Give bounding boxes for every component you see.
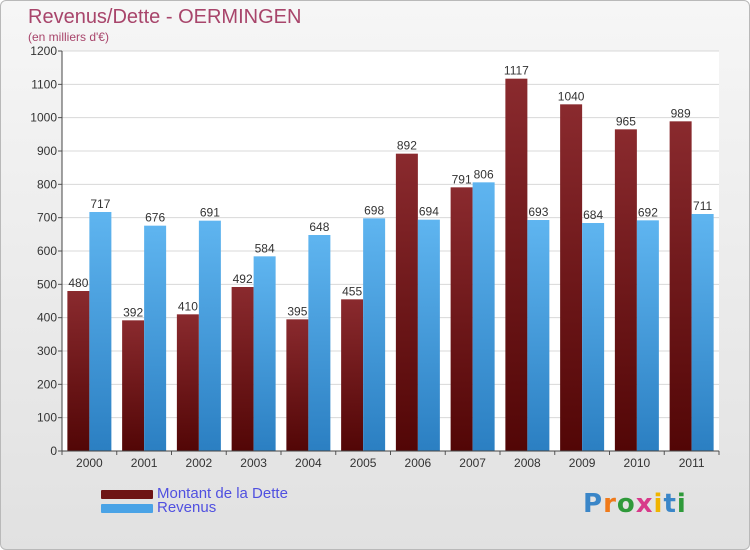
- y-tick-label: 1100: [31, 77, 57, 91]
- x-tick-label: 2009: [569, 456, 596, 470]
- bar-revenus: [417, 219, 440, 451]
- data-label-revenus: 694: [419, 205, 439, 219]
- x-tick-label: 2007: [459, 456, 486, 470]
- logo-letter: t: [663, 489, 677, 519]
- data-label-dette: 1040: [558, 89, 585, 103]
- bar-dette: [669, 121, 692, 451]
- data-label-dette: 480: [68, 276, 88, 290]
- legend-item-dette: Montant de la Dette: [101, 485, 288, 502]
- bar-dette: [67, 291, 90, 451]
- bar-dette: [341, 299, 364, 451]
- data-label-dette: 965: [616, 114, 636, 128]
- y-tick-label: 800: [37, 177, 57, 191]
- data-label-revenus: 693: [528, 205, 548, 219]
- bar-dette: [122, 320, 145, 451]
- logo-letter: i: [653, 489, 664, 519]
- y-tick-label: 900: [37, 144, 57, 158]
- chart-title: Revenus/Dette - OERMINGEN: [28, 6, 302, 28]
- data-label-dette: 1117: [504, 64, 529, 78]
- data-label-dette: 410: [178, 299, 198, 313]
- x-tick-label: 2001: [131, 456, 158, 470]
- y-tick-label: 1200: [30, 44, 57, 58]
- logo-letter: i: [676, 489, 687, 519]
- data-label-dette: 892: [397, 139, 417, 153]
- y-tick-label: 500: [37, 277, 57, 291]
- chart-subtitle: (en milliers d'€): [28, 30, 109, 44]
- data-label-dette: 791: [452, 172, 472, 186]
- legend-item-revenus: Revenus: [101, 499, 288, 516]
- bar-revenus: [691, 214, 714, 451]
- data-label-revenus: 691: [200, 206, 220, 220]
- data-label-revenus: 584: [255, 241, 275, 255]
- y-tick-label: 300: [37, 344, 57, 358]
- x-tick-label: 2003: [240, 456, 267, 470]
- logo-letter: r: [603, 489, 617, 519]
- data-label-revenus: 684: [583, 208, 603, 222]
- x-tick-label: 2010: [624, 456, 651, 470]
- proxiti-logo: Proxiti: [583, 489, 687, 519]
- data-label-revenus: 648: [309, 220, 329, 234]
- logo-letter: x: [635, 489, 654, 519]
- y-tick-label: 400: [37, 311, 57, 325]
- x-tick-label: 2002: [186, 456, 213, 470]
- data-label-revenus: 806: [474, 167, 494, 181]
- bar-revenus: [144, 225, 167, 451]
- bar-dette: [395, 153, 418, 451]
- y-tick-label: 100: [37, 411, 57, 425]
- data-label-dette: 392: [123, 305, 143, 319]
- y-tick-label: 600: [37, 244, 57, 258]
- bar-dette: [614, 129, 637, 452]
- bar-dette: [286, 319, 309, 451]
- x-tick-label: 2005: [350, 456, 377, 470]
- x-tick-label: 2006: [405, 456, 432, 470]
- y-tick-label: 200: [37, 377, 57, 391]
- data-label-revenus: 676: [145, 211, 165, 225]
- legend-label-dette: Montant de la Dette: [157, 485, 288, 502]
- bar-revenus: [636, 220, 659, 451]
- bar-revenus: [308, 235, 331, 451]
- bar-revenus: [198, 220, 221, 451]
- bar-dette: [505, 78, 528, 452]
- data-label-dette: 492: [233, 272, 253, 286]
- logo-letter: P: [583, 489, 604, 519]
- data-label-dette: 395: [287, 304, 307, 318]
- legend-label-revenus: Revenus: [157, 499, 217, 516]
- legend-swatch-dette: [101, 489, 153, 499]
- bar-revenus: [363, 218, 386, 451]
- data-label-revenus: 692: [638, 205, 658, 219]
- y-tick-label: 1000: [30, 111, 57, 125]
- bar-dette: [176, 314, 199, 451]
- data-label-dette: 455: [342, 284, 362, 298]
- logo-letter: o: [616, 489, 636, 519]
- x-tick-label: 2000: [76, 456, 103, 470]
- data-label-revenus: 717: [90, 197, 110, 211]
- x-tick-label: 2004: [295, 456, 322, 470]
- data-label-revenus: 711: [693, 199, 712, 213]
- legend: Montant de la Dette Revenus: [101, 485, 288, 516]
- bar-revenus: [253, 256, 276, 451]
- bar-revenus: [472, 182, 495, 452]
- bar-dette: [450, 187, 473, 452]
- data-label-revenus: 698: [364, 203, 384, 217]
- bar-dette: [231, 287, 254, 451]
- data-label-dette: 989: [671, 106, 691, 120]
- x-tick-label: 2008: [514, 456, 541, 470]
- bar-revenus: [89, 212, 112, 451]
- y-tick-label: 700: [37, 211, 57, 225]
- bar-revenus: [527, 220, 550, 451]
- legend-swatch-revenus: [101, 503, 153, 513]
- x-tick-label: 2011: [679, 456, 705, 470]
- y-tick-label: 0: [50, 444, 57, 458]
- bar-revenus: [582, 223, 605, 451]
- bar-dette: [560, 104, 583, 451]
